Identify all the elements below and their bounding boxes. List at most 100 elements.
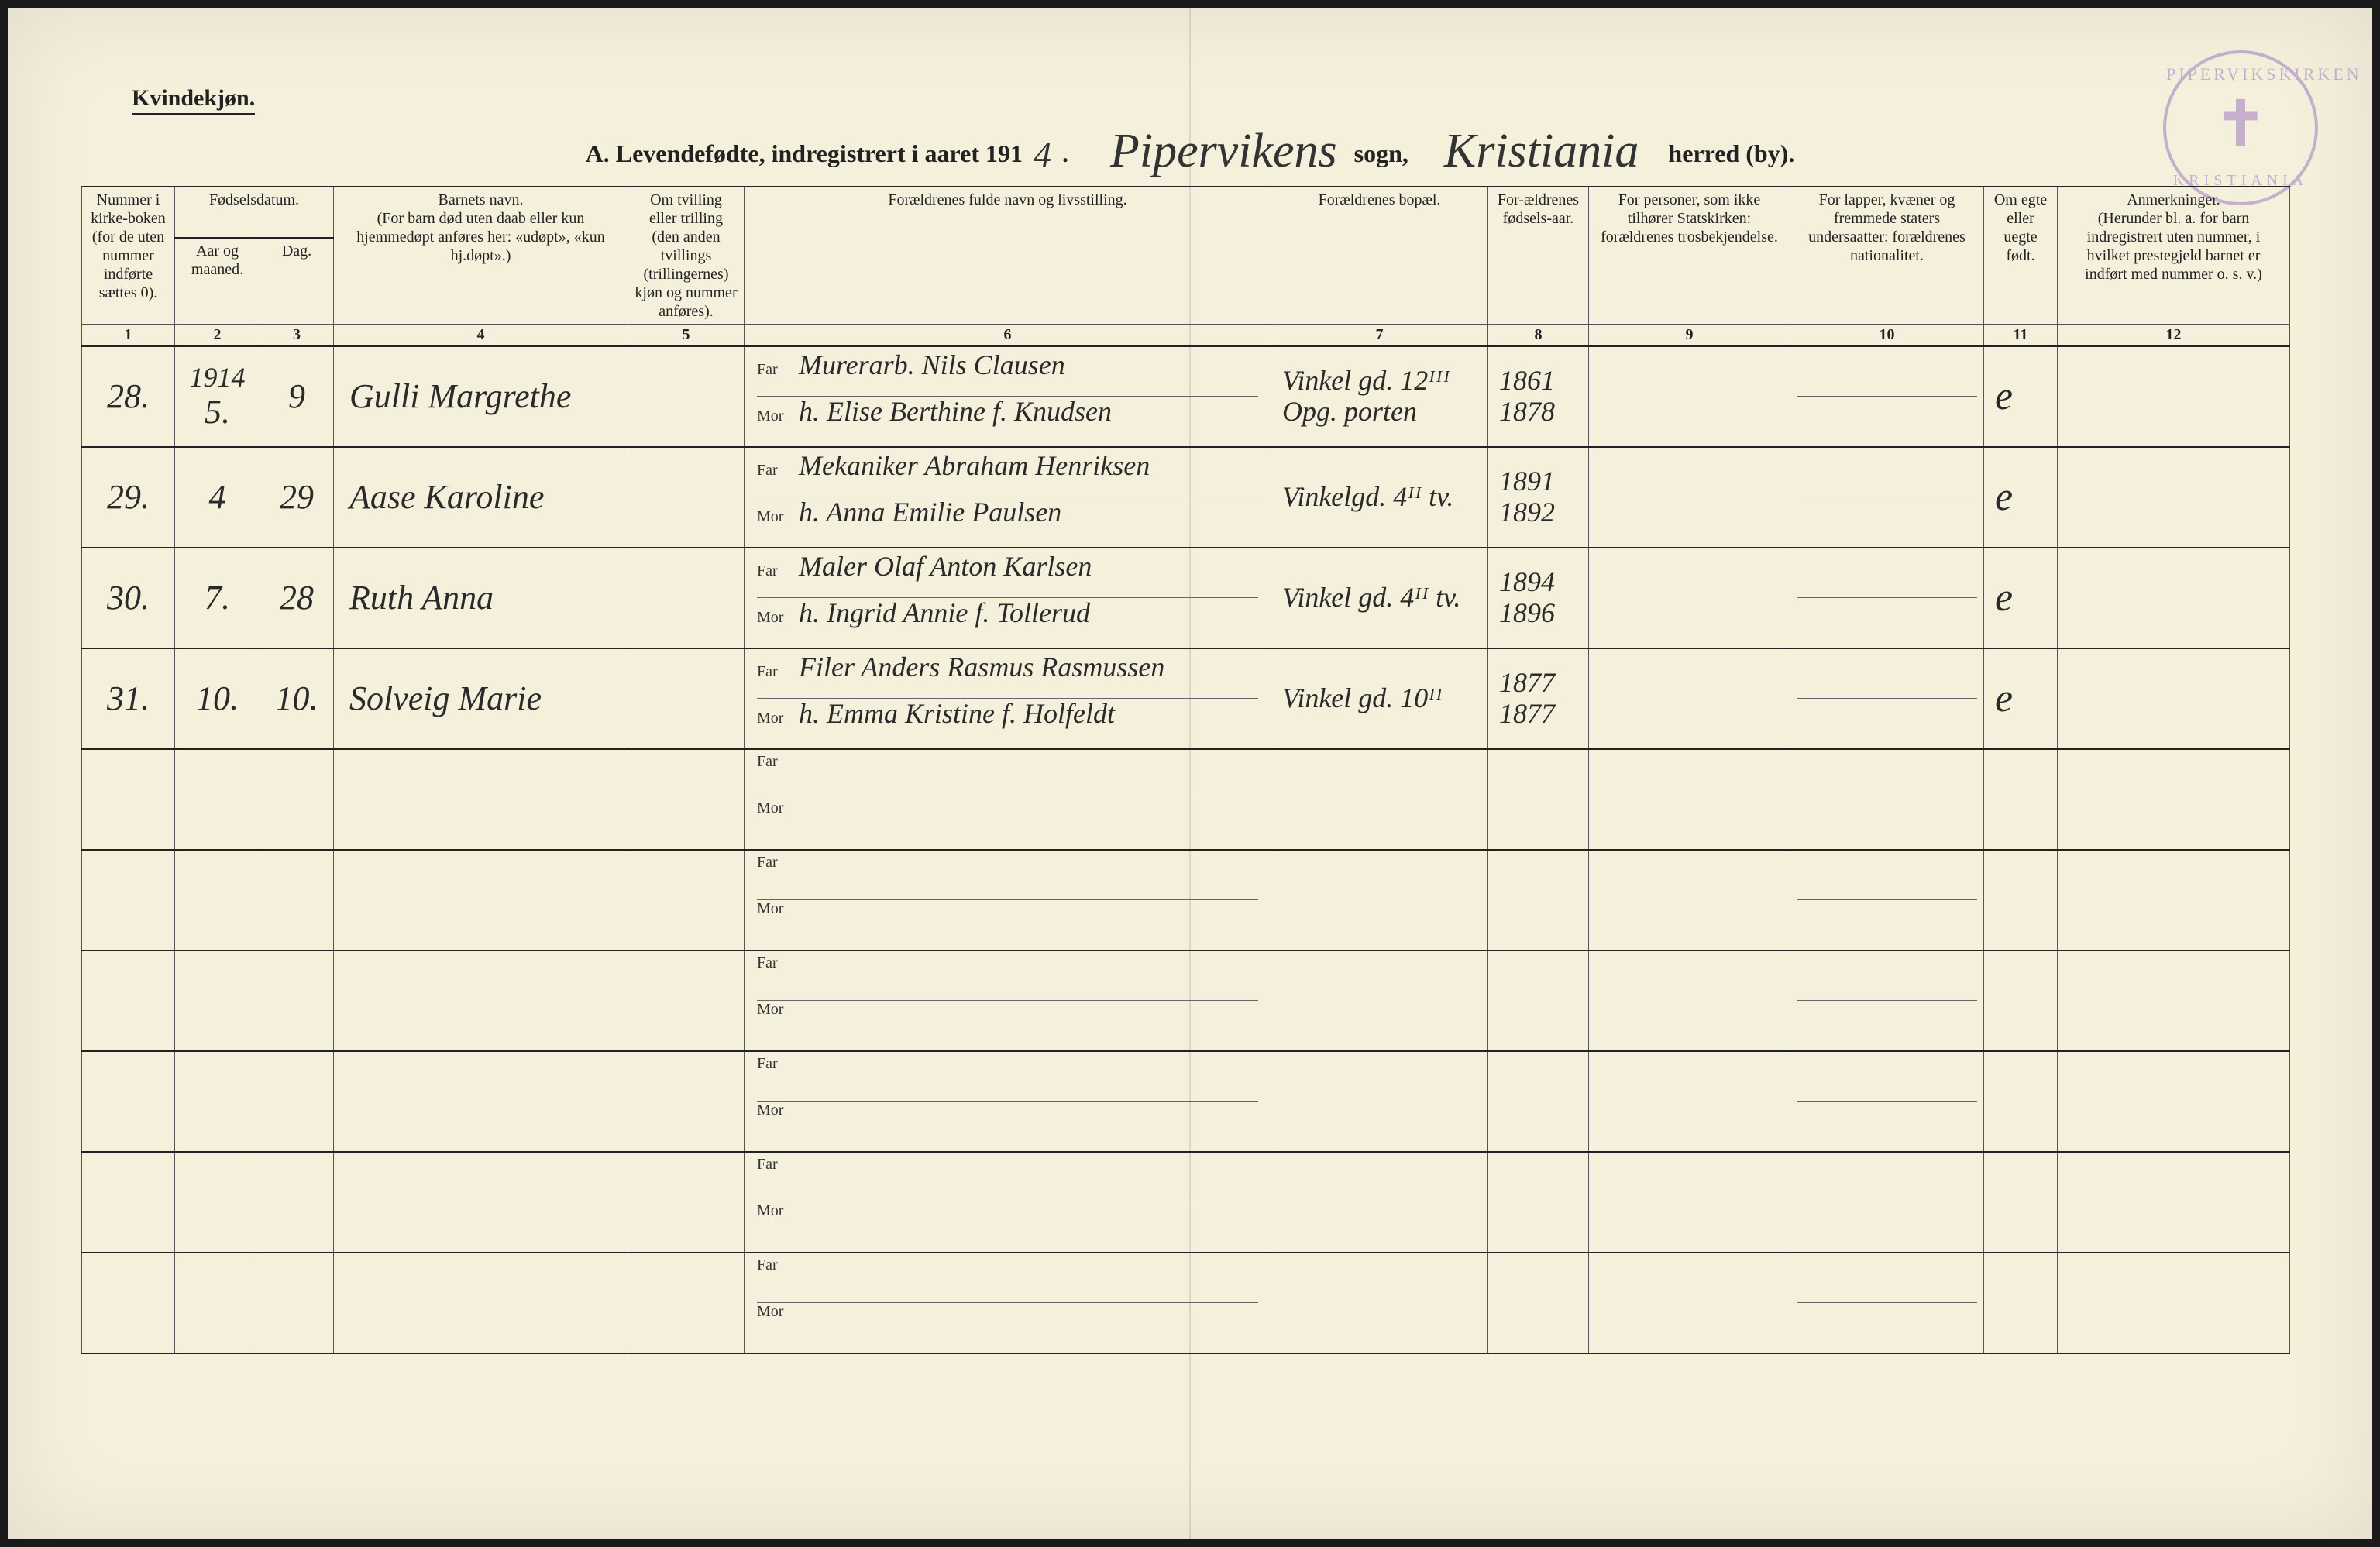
table-row-empty: Far Mor [82, 850, 2290, 951]
mother-label: Mor [757, 1102, 799, 1119]
father-label: Far [757, 361, 799, 379]
colnum-11: 11 [1984, 325, 2058, 347]
nationality-cell [1790, 1152, 1984, 1253]
father-label: Far [757, 1055, 799, 1073]
residence-cell: Vinkel gd. 10ᴵᴵ [1271, 648, 1488, 749]
mother-label: Mor [757, 1001, 799, 1019]
parents-cell: Far Mor [745, 850, 1271, 951]
faith-cell [1589, 1253, 1790, 1353]
father-label: Far [757, 562, 799, 580]
colnum-10: 10 [1790, 325, 1984, 347]
stamp-text-top: PIPERVIKSKIRKEN [2166, 64, 2315, 84]
parent-years: 1861 1878 [1488, 346, 1589, 447]
entry-day: 28 [260, 548, 334, 648]
father-year: 1861 [1499, 366, 1582, 397]
remarks-cell [2058, 850, 2290, 951]
residence-cell: Vinkel gd. 4ᴵᴵ tv. [1271, 548, 1488, 648]
mother-line: Mor [757, 1202, 1258, 1249]
parent-years [1488, 749, 1589, 850]
twin-cell [628, 749, 745, 850]
page-title: A. Levendefødte, indregistrert i aaret 1… [8, 124, 2372, 179]
entry-day [260, 1152, 334, 1253]
residence-cell [1271, 1051, 1488, 1152]
district-name: Kristiania [1433, 125, 1650, 177]
parents-cell: Far Murerarb. Nils Clausen Mor h. Elise … [745, 346, 1271, 447]
nationality-cell [1790, 648, 1984, 749]
entry-month [175, 1253, 260, 1353]
residence-cell [1271, 1152, 1488, 1253]
twin-cell [628, 548, 745, 648]
birth-register-table: Nummer i kirke-boken (for de uten nummer… [81, 186, 2290, 1354]
entry-number: 31. [82, 648, 175, 749]
child-name [334, 951, 628, 1051]
parent-years [1488, 1152, 1589, 1253]
child-name [334, 850, 628, 951]
child-name [334, 749, 628, 850]
legitimate-cell [1984, 749, 2058, 850]
father-label: Far [757, 663, 799, 681]
father-line: Far Mekaniker Abraham Henriksen [757, 451, 1258, 497]
entry-month [175, 1152, 260, 1253]
entry-number: 28. [82, 346, 175, 447]
father-line: Far [757, 1156, 1258, 1202]
child-name: Ruth Anna [334, 548, 628, 648]
remarks-cell [2058, 447, 2290, 548]
father-year: 1894 [1499, 567, 1582, 598]
remarks-cell [2058, 648, 2290, 749]
table-row-empty: Far Mor [82, 1253, 2290, 1353]
residence-cell [1271, 951, 1488, 1051]
legitimate-cell: e [1984, 447, 2058, 548]
legitimate-cell: e [1984, 346, 2058, 447]
title-year-suffix: 4 [1023, 135, 1062, 174]
entry-day [260, 850, 334, 951]
mother-label: Mor [757, 710, 799, 727]
colnum-8: 8 [1488, 325, 1589, 347]
table-row: 31. 10. 10. Solveig Marie Far Filer Ande… [82, 648, 2290, 749]
col-header-yearmonth: Aar og maaned. [175, 238, 260, 325]
nationality-cell [1790, 1253, 1984, 1353]
mother-label: Mor [757, 508, 799, 526]
entry-number [82, 1253, 175, 1353]
entry-day: 9 [260, 346, 334, 447]
mother-line: Mor [757, 900, 1258, 947]
entry-month: 10. [175, 648, 260, 749]
table-row: 30. 7. 28 Ruth Anna Far Maler Olaf Anton… [82, 548, 2290, 648]
mother-name: h. Elise Berthine f. Knudsen [799, 397, 1112, 428]
col-header-residence: Forældrenes bopæl. [1271, 187, 1488, 325]
legitimate-cell [1984, 1051, 2058, 1152]
year-header: 1914 [181, 363, 253, 394]
remarks-cell [2058, 346, 2290, 447]
father-line: Far [757, 1257, 1258, 1303]
father-line: Far Murerarb. Nils Clausen [757, 350, 1258, 397]
residence-cell: Vinkel gd. 12ᴵᴵᴵ Opg. porten [1271, 346, 1488, 447]
table-row-empty: Far Mor [82, 1051, 2290, 1152]
residence-cell [1271, 850, 1488, 951]
child-name: Gulli Margrethe [334, 346, 628, 447]
mother-line: Mor [757, 1303, 1258, 1349]
colnum-3: 3 [260, 325, 334, 347]
colnum-4: 4 [334, 325, 628, 347]
entry-number [82, 951, 175, 1051]
mother-name: h. Ingrid Annie f. Tollerud [799, 598, 1090, 629]
entry-number: 29. [82, 447, 175, 548]
faith-cell [1589, 1152, 1790, 1253]
parent-years: 1894 1896 [1488, 548, 1589, 648]
nationality-cell [1790, 1051, 1984, 1152]
parents-cell: Far Maler Olaf Anton Karlsen Mor h. Ingr… [745, 548, 1271, 648]
nationality-cell [1790, 548, 1984, 648]
entry-day [260, 1051, 334, 1152]
legitimate-cell [1984, 1253, 2058, 1353]
residence-cell: Vinkelgd. 4ᴵᴵ tv. [1271, 447, 1488, 548]
twin-cell [628, 648, 745, 749]
remarks-cell [2058, 951, 2290, 1051]
father-year: 1891 [1499, 466, 1582, 497]
col-header-legitimate: Om egte eller uegte født. [1984, 187, 2058, 325]
father-label: Far [757, 854, 799, 871]
child-name: Aase Karoline [334, 447, 628, 548]
father-year: 1877 [1499, 668, 1582, 699]
mother-label: Mor [757, 900, 799, 918]
parents-cell: Far Mor [745, 1152, 1271, 1253]
table-row-empty: Far Mor [82, 951, 2290, 1051]
father-label: Far [757, 1156, 799, 1174]
table-header: Nummer i kirke-boken (for de uten nummer… [82, 187, 2290, 346]
